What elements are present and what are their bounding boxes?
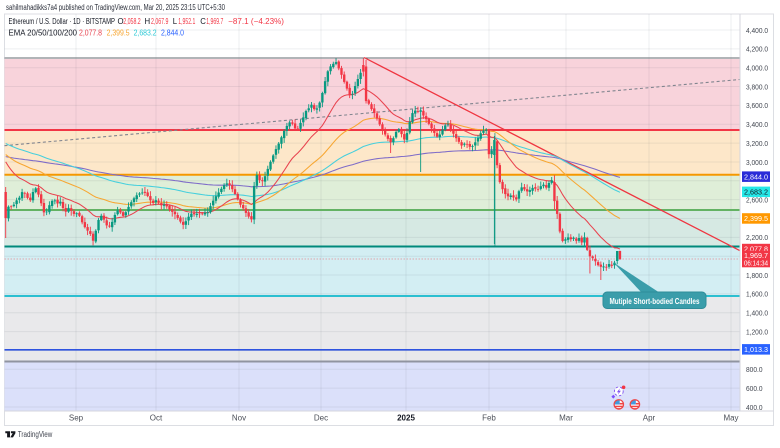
svg-text:Mutiple Short-bodied Candles: Mutiple Short-bodied Candles (610, 296, 700, 306)
svg-text:4,400.0: 4,400.0 (746, 26, 768, 35)
svg-text:1,800.0: 1,800.0 (746, 271, 768, 280)
svg-text:600.0: 600.0 (746, 384, 763, 393)
svg-text:4,000.0: 4,000.0 (746, 64, 768, 73)
svg-text:06:14:34: 06:14:34 (744, 258, 768, 267)
svg-text:800.0: 800.0 (746, 365, 763, 374)
svg-text:3,600.0: 3,600.0 (746, 101, 768, 110)
svg-text:Nov: Nov (232, 414, 246, 423)
svg-text:400.0: 400.0 (746, 403, 763, 412)
svg-text:1,952.1: 1,952.1 (178, 17, 195, 26)
svg-text:1,013.3: 1,013.3 (744, 345, 768, 354)
svg-text:TradingView: TradingView (18, 430, 53, 439)
svg-text:1,400.0: 1,400.0 (746, 309, 768, 318)
svg-text:2,077.8: 2,077.8 (79, 29, 102, 38)
svg-text:2,600.0: 2,600.0 (746, 196, 768, 205)
svg-text:4,200.0: 4,200.0 (746, 45, 768, 54)
svg-text:2,077.8: 2,077.8 (744, 245, 768, 254)
svg-text:2,844.0: 2,844.0 (744, 172, 768, 181)
svg-text:2,399.5: 2,399.5 (107, 29, 131, 38)
svg-text:Feb: Feb (482, 414, 496, 423)
svg-text:2,683.2: 2,683.2 (134, 29, 157, 38)
svg-text:Apr: Apr (643, 414, 656, 423)
svg-text:O: O (118, 17, 124, 26)
svg-text:2,067.9: 2,067.9 (151, 17, 168, 26)
svg-text:2,200.0: 2,200.0 (746, 233, 768, 242)
svg-text:1,969.7: 1,969.7 (206, 17, 223, 26)
svg-text:3,800.0: 3,800.0 (746, 82, 768, 91)
svg-text:1,600.0: 1,600.0 (746, 290, 768, 299)
svg-text:2,399.5: 2,399.5 (744, 214, 768, 223)
svg-text:C: C (200, 17, 206, 26)
svg-text:2,058.2: 2,058.2 (123, 17, 140, 26)
svg-text:EMA 20/50/100/200: EMA 20/50/100/200 (9, 29, 78, 38)
svg-text:sahilmahadikks7a4 published on: sahilmahadikks7a4 published on TradingVi… (6, 3, 225, 12)
svg-text:Ethereum / U.S. Dollar · 1D ·: Ethereum / U.S. Dollar · 1D · BITSTAMP (9, 17, 116, 26)
svg-text:L: L (173, 17, 178, 26)
svg-text:2025: 2025 (397, 414, 415, 423)
svg-text:1,200.0: 1,200.0 (746, 327, 768, 336)
svg-text:Oct: Oct (150, 414, 163, 423)
svg-text:3,400.0: 3,400.0 (746, 120, 768, 129)
svg-text:Mar: Mar (559, 414, 573, 423)
svg-text:May: May (723, 414, 738, 423)
svg-text:2,683.2: 2,683.2 (744, 188, 768, 197)
svg-text:H: H (145, 17, 151, 26)
svg-text:3,200.0: 3,200.0 (746, 139, 768, 148)
svg-text:1,969.7: 1,969.7 (744, 251, 768, 260)
svg-text:−87.1 (−4.23%): −87.1 (−4.23%) (228, 17, 284, 26)
svg-text:Dec: Dec (314, 414, 328, 423)
svg-text:2,844.0: 2,844.0 (161, 29, 185, 38)
svg-text:Sep: Sep (69, 414, 84, 423)
svg-text:3,000.0: 3,000.0 (746, 158, 768, 167)
